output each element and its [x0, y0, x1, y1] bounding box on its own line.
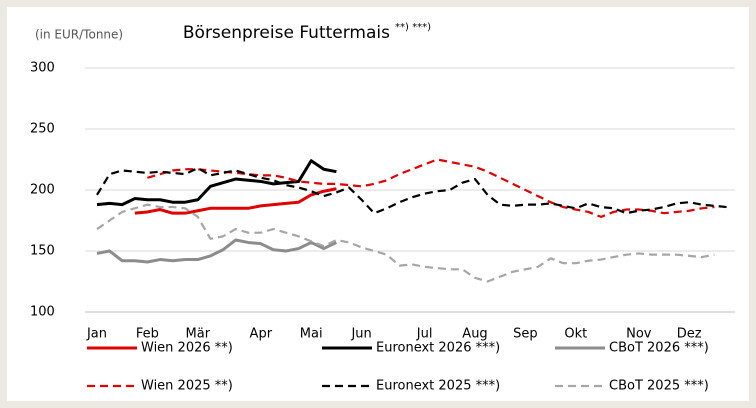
- legend-label: CBoT 2026 ***): [609, 341, 709, 356]
- x-tick-label: Nov: [626, 327, 652, 342]
- legend-label: Euronext 2026 ***): [376, 341, 500, 356]
- chart-title: Börsenpreise Futtermais: [183, 23, 390, 43]
- series-line: [147, 158, 715, 218]
- x-tick-label: Aug: [462, 327, 487, 342]
- plot-background: [7, 7, 749, 401]
- legend-label: CBoT 2025 ***): [609, 379, 709, 394]
- series-line: [96, 166, 728, 215]
- x-tick-label: Sep: [513, 327, 538, 342]
- legend-label: Wien 2025 **): [141, 379, 233, 394]
- x-tick-label: Feb: [136, 327, 159, 342]
- legend-label: Euronext 2025 ***): [376, 379, 500, 394]
- x-tick-label: Apr: [250, 327, 273, 342]
- y-tick-label: 200: [30, 183, 55, 198]
- y-tick-label: 100: [30, 305, 55, 320]
- legend-label: Wien 2026 **): [141, 341, 233, 356]
- y-tick-label: 250: [30, 122, 55, 137]
- x-tick-label: Mai: [300, 327, 323, 342]
- series-line: [96, 203, 715, 283]
- y-tick-label: 150: [30, 244, 55, 259]
- chart-title-note: **) ***): [395, 22, 431, 33]
- y-tick-label: 300: [30, 61, 55, 76]
- x-tick-label: Dez: [677, 327, 702, 342]
- series-line: [96, 238, 338, 264]
- y-axis-label: (in EUR/Tonne): [35, 28, 123, 42]
- x-tick-label: Jan: [86, 327, 107, 342]
- x-tick-label: Mär: [186, 327, 211, 342]
- x-tick-label: Jul: [416, 327, 433, 342]
- x-tick-label: Jun: [350, 327, 371, 342]
- series-line: [134, 187, 337, 215]
- x-tick-label: Okt: [564, 327, 587, 342]
- series-line: [96, 159, 337, 207]
